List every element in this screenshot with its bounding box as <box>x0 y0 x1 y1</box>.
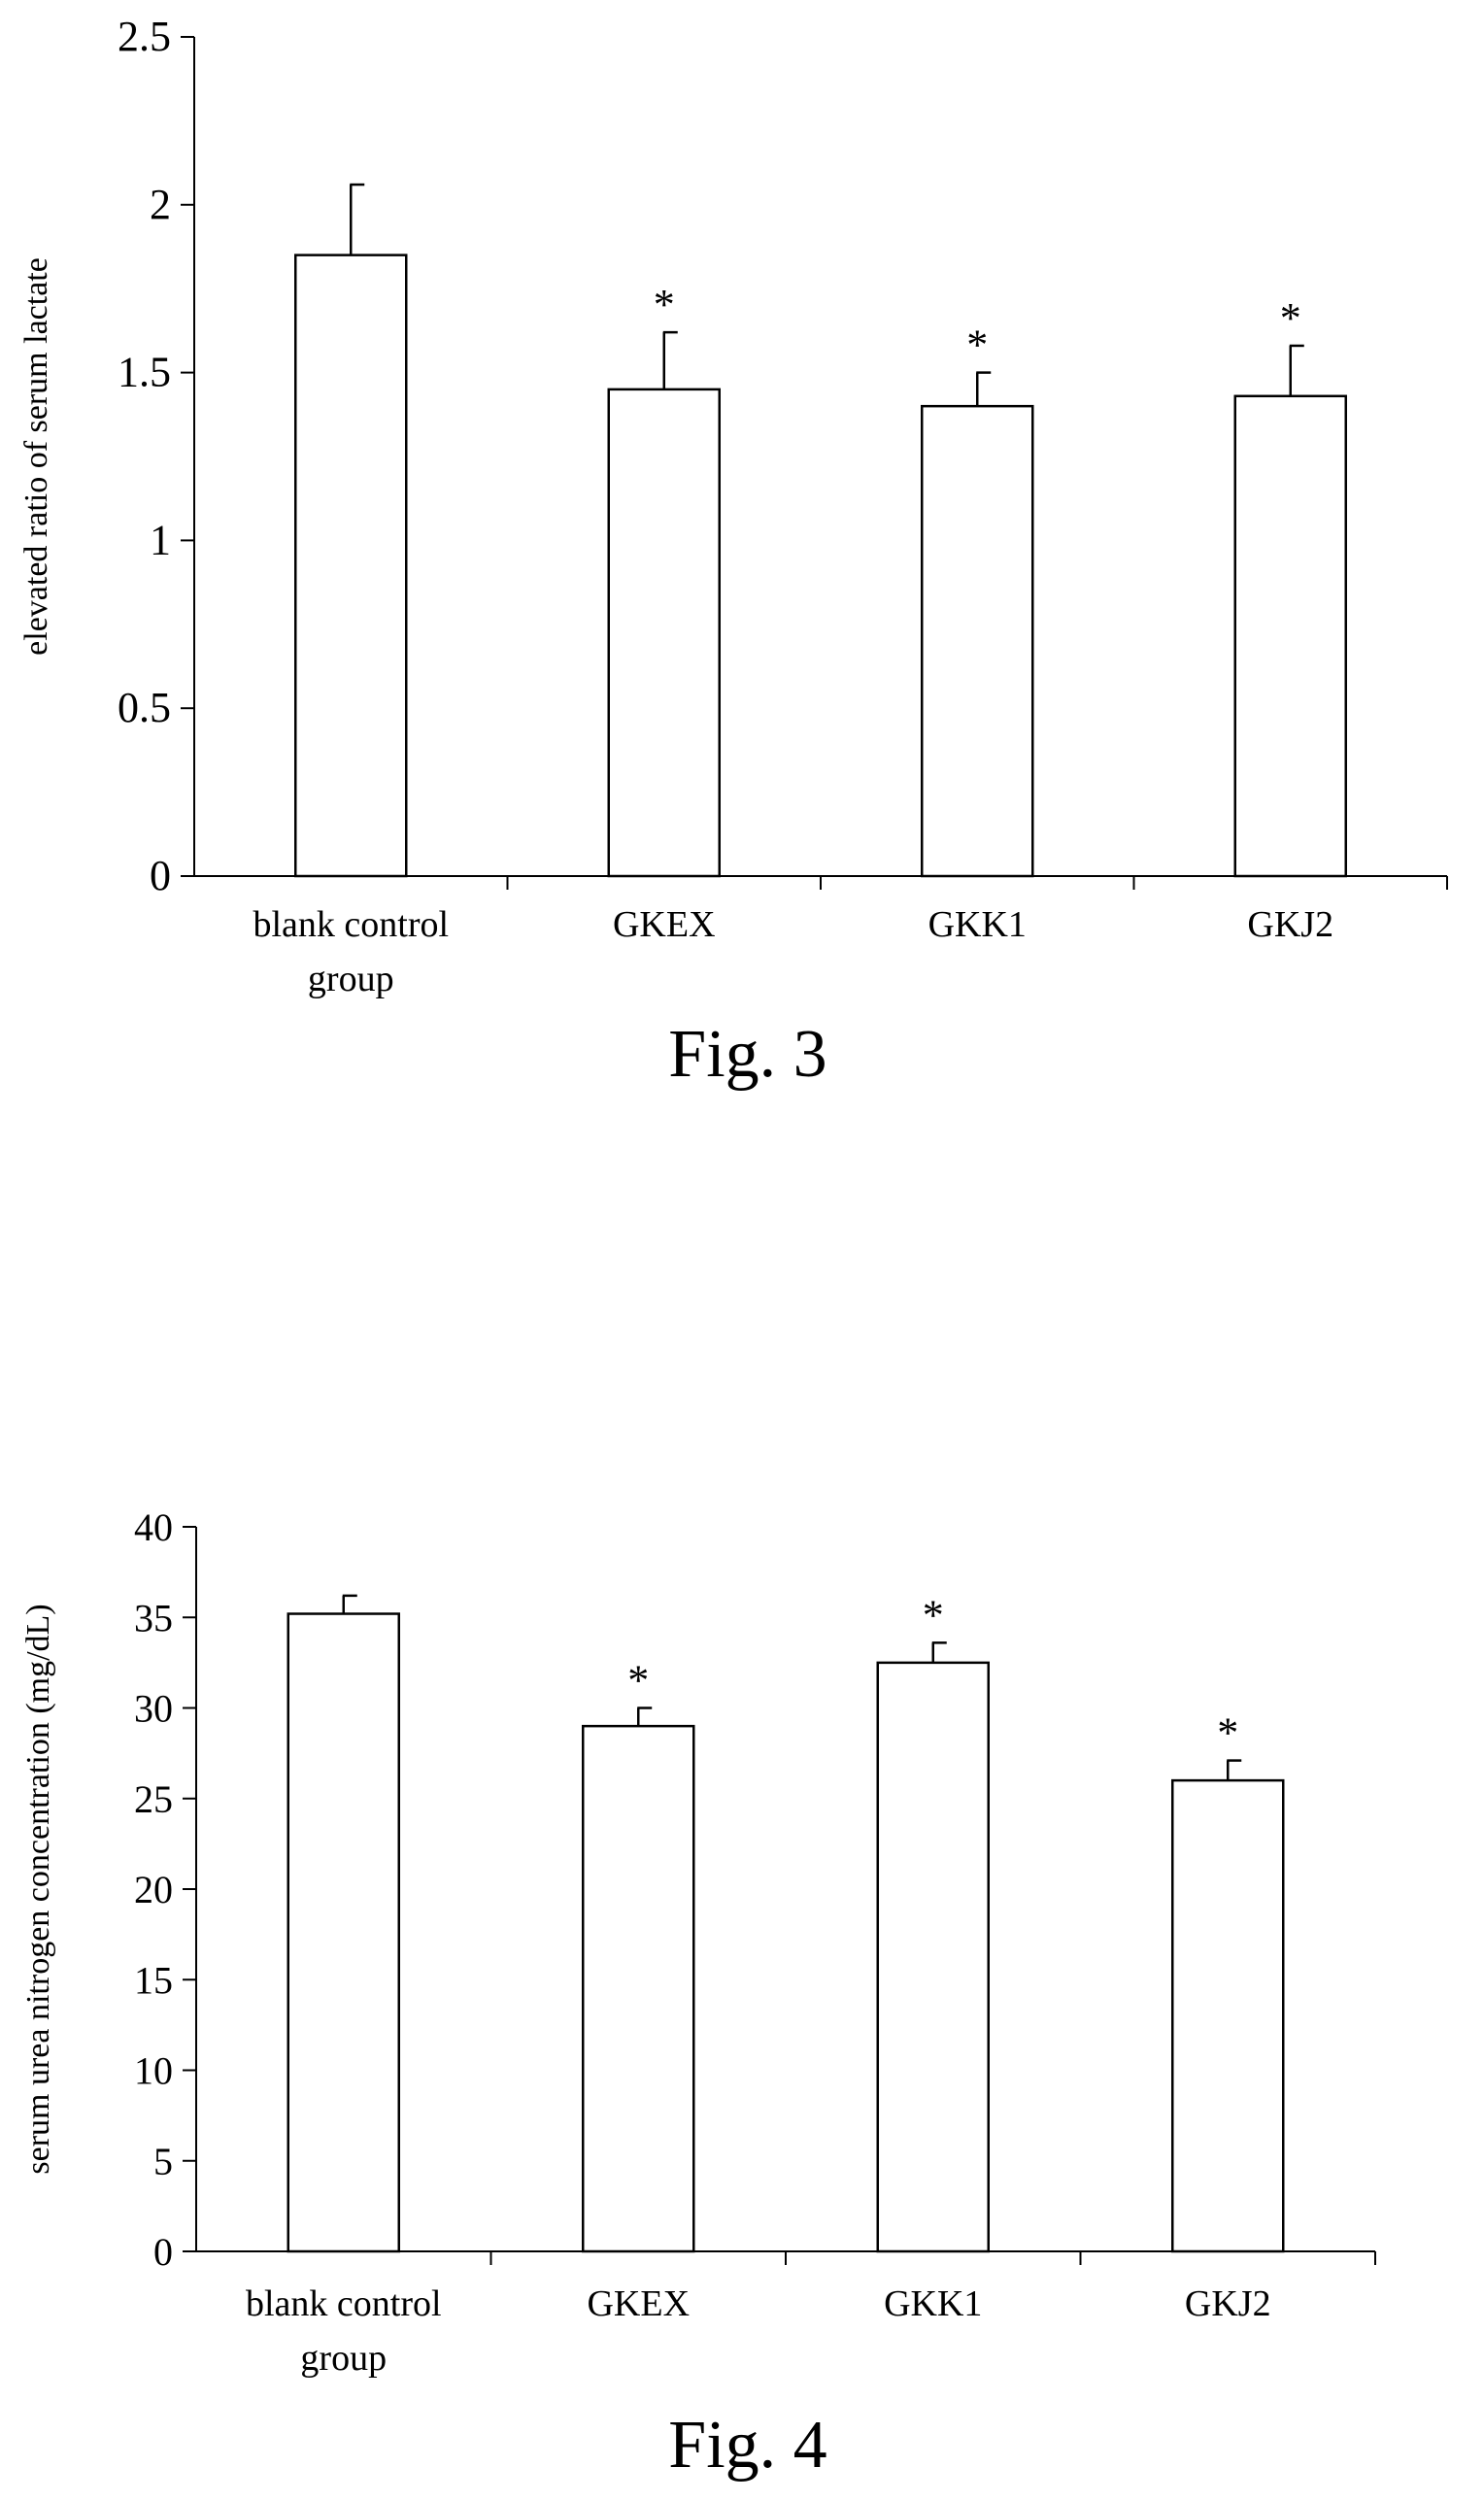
y-tick-label: 2 <box>150 181 171 228</box>
y-tick-label: 25 <box>134 1777 173 1821</box>
y-tick-label: 30 <box>134 1687 173 1731</box>
y-tick-label: 1.5 <box>118 349 171 396</box>
bar-blank-control-group <box>287 1612 400 2253</box>
bar-gkex <box>607 388 721 878</box>
x-tick-label: blank control <box>253 904 449 945</box>
y-tick-label: 1 <box>150 516 171 563</box>
y-tick-label: 0 <box>153 2230 173 2274</box>
x-tick-label: GKK1 <box>884 2283 982 2324</box>
significance-marker: * <box>1280 294 1301 342</box>
significance-marker: * <box>1217 1709 1238 1757</box>
x-tick-label: GKEX <box>613 904 716 945</box>
x-tick-label: GKK1 <box>928 904 1027 945</box>
figure-4-chart: 0 5 10 15 20 25 30 35 40 blank control group * GKEX *… <box>20 1505 1376 2483</box>
x-tick-label: GKEX <box>587 2283 690 2324</box>
significance-marker: * <box>966 321 988 369</box>
x-tick-label: GKJ2 <box>1247 904 1333 945</box>
significance-marker: * <box>923 1591 944 1639</box>
y-tick-label: 40 <box>134 1505 173 1549</box>
significance-marker: * <box>654 281 675 328</box>
figure-caption: Fig. 4 <box>668 2408 826 2483</box>
x-tick-label: group <box>308 959 394 999</box>
y-tick-label: 5 <box>153 2140 173 2183</box>
y-tick-label: 0.5 <box>118 684 171 731</box>
y-axis-label: elevated ratio of serum lactate <box>18 257 54 656</box>
x-tick-label: GKJ2 <box>1185 2283 1271 2324</box>
y-tick-label: 20 <box>134 1868 173 1911</box>
y-tick-label: 0 <box>150 852 171 899</box>
bar-gkex <box>582 1724 695 2253</box>
figure-3-chart: 0 0.5 1 1.5 2 2.5 blank control group * GKEX * GKK1… <box>18 13 1448 1092</box>
bar-blank-control-group <box>294 253 408 878</box>
bar-gkj2 <box>1171 1778 1285 2253</box>
bar-gkj2 <box>1233 394 1347 878</box>
x-tick-label: group <box>300 2338 387 2379</box>
bar-gkk1 <box>921 404 1034 878</box>
y-tick-label: 15 <box>134 1958 173 2002</box>
figure-caption: Fig. 3 <box>668 1017 826 1092</box>
x-tick-label: blank control <box>246 2283 442 2324</box>
y-tick-label: 10 <box>134 2049 173 2093</box>
significance-marker: * <box>627 1657 649 1705</box>
y-tick-label: 2.5 <box>118 13 171 60</box>
y-tick-label: 35 <box>134 1596 173 1639</box>
bar-gkk1 <box>876 1661 990 2253</box>
y-axis-label: serum urea nitrogen concentration (mg/dL… <box>20 1604 56 2174</box>
